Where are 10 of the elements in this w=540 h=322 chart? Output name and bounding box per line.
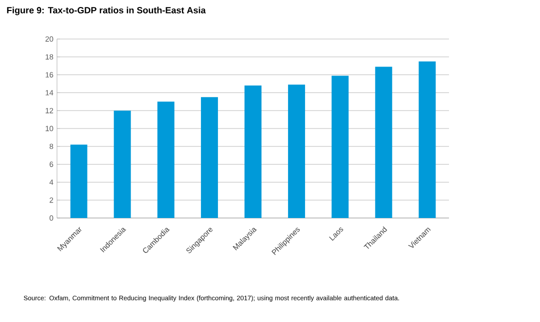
bar [114,110,131,218]
bar [244,86,262,218]
bar [70,144,88,218]
bar [157,102,174,218]
bar [332,76,349,218]
bar [200,97,218,218]
bar [288,84,306,218]
bar [375,66,392,218]
bar [418,61,436,218]
chart-title: Figure 9: Tax-to-GDP ratios in South-East Asia [7,6,206,16]
